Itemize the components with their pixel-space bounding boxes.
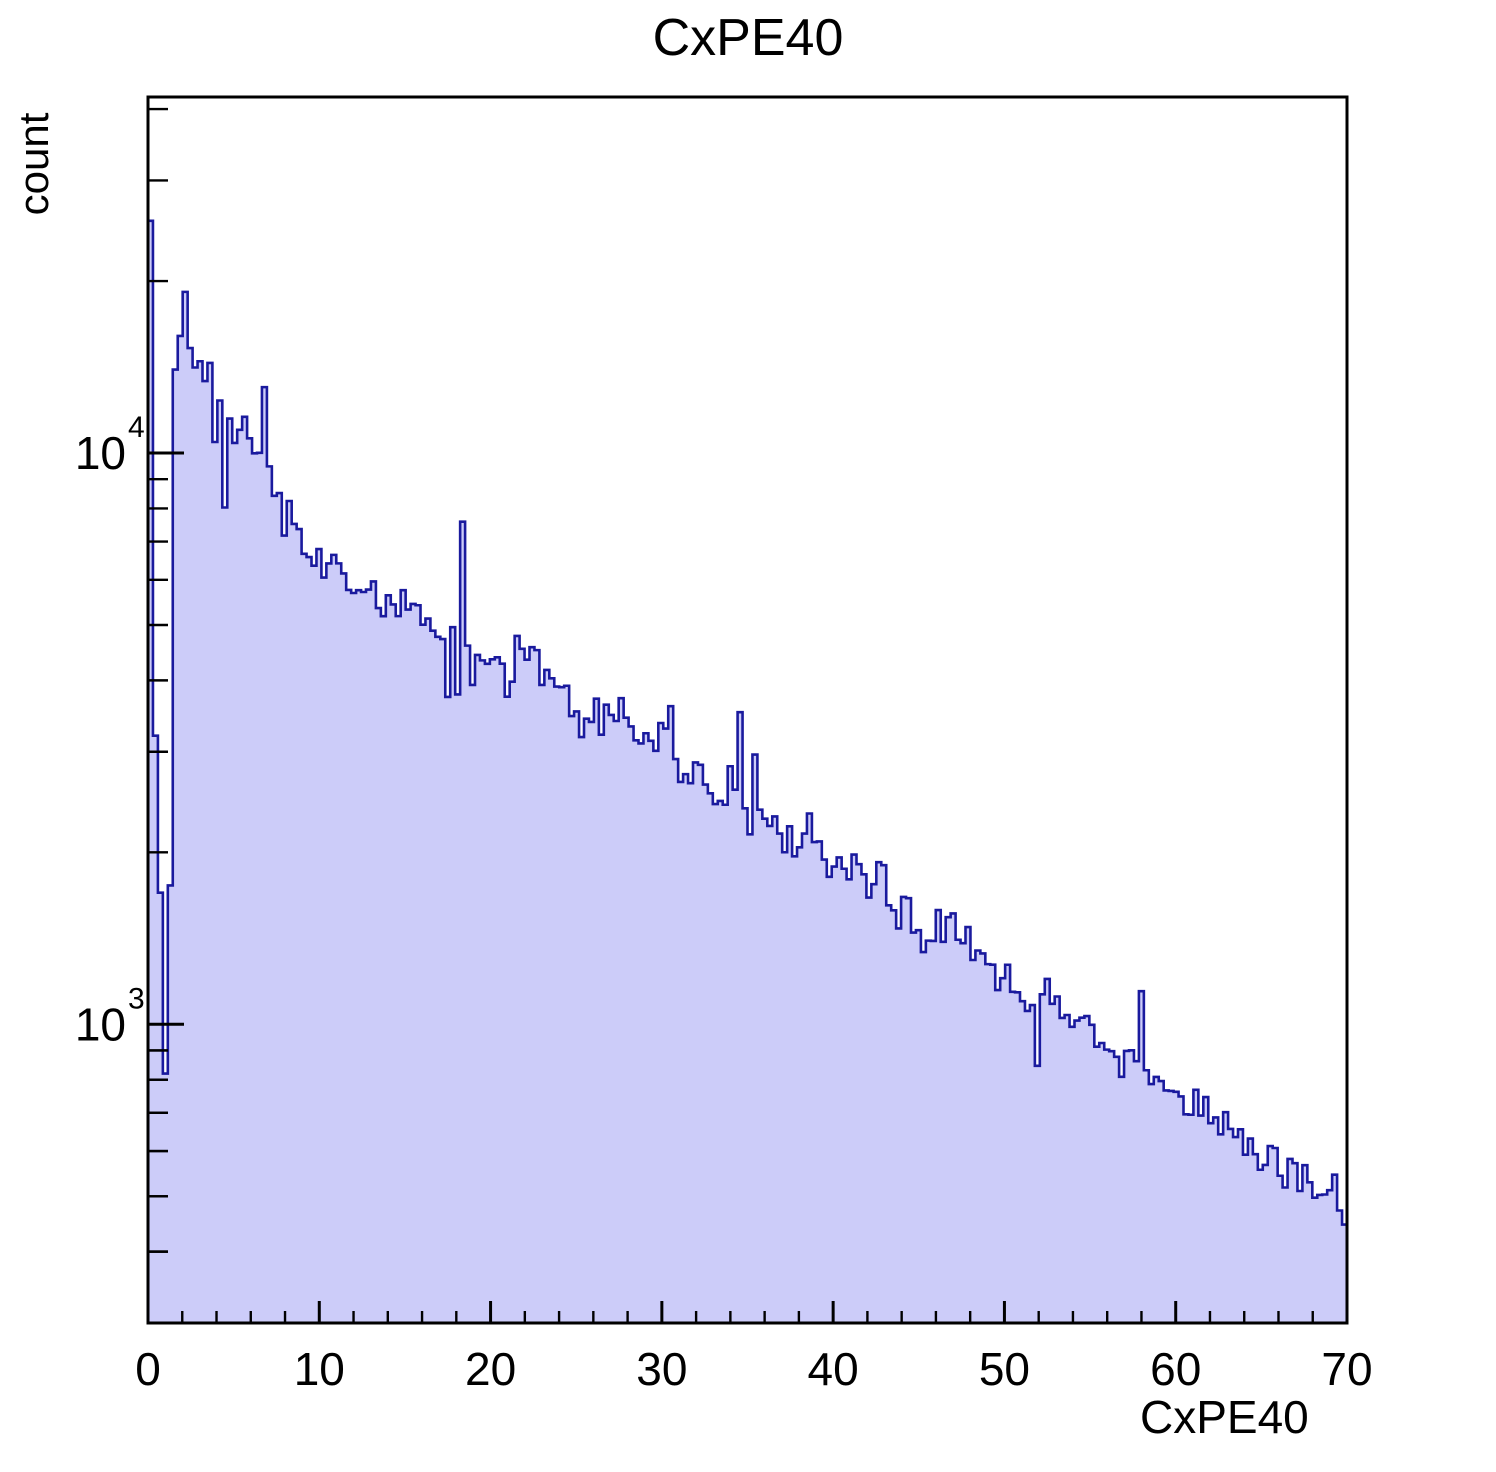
y-tick-exponent: 3 <box>128 982 145 1015</box>
x-tick-label: 20 <box>465 1343 516 1395</box>
x-tick-label: 10 <box>294 1343 345 1395</box>
x-tick-label: 50 <box>979 1343 1030 1395</box>
x-tick-label: 60 <box>1150 1343 1201 1395</box>
x-tick-label: 30 <box>636 1343 687 1395</box>
y-tick-label: 10 <box>75 427 126 479</box>
x-axis-title: CxPE40 <box>1140 1391 1309 1443</box>
y-tick-label: 10 <box>75 998 126 1050</box>
y-tick-exponent: 4 <box>128 411 145 444</box>
x-tick-label: 0 <box>135 1343 161 1395</box>
x-tick-label: 40 <box>808 1343 859 1395</box>
page-title: CxPE40 <box>652 9 844 67</box>
histogram-trace <box>146 219 1349 1325</box>
x-tick-label: 70 <box>1321 1343 1372 1395</box>
plot-frame <box>146 95 1349 1325</box>
